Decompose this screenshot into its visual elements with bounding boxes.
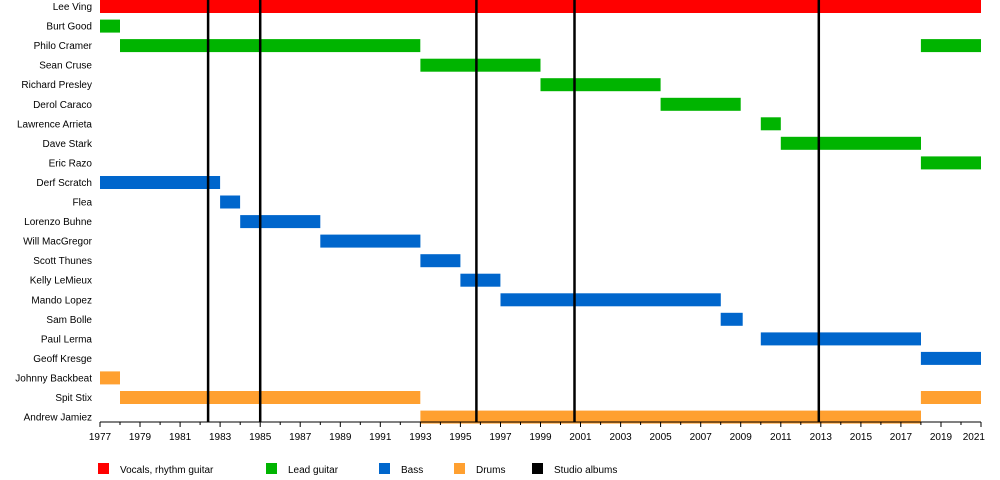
label-lorenzo-buhne: Lorenzo Buhne (24, 217, 92, 228)
bar-philo-cramer-0 (120, 39, 421, 53)
x-axis: 1977 1979 1981 1983 1985 1987 1989 1991 1993 1995… (89, 421, 986, 443)
bar-scott-thunes-0 (420, 254, 461, 268)
legend: Vocals, rhythm guitar Lead guitar Bass Drum… (98, 463, 617, 476)
bars-layer (100, 0, 981, 424)
x-tick-label-2017: 2017 (890, 432, 913, 443)
bar-lawrence-arrieta-0 (760, 117, 781, 131)
x-tick-label-2015: 2015 (850, 432, 873, 443)
legend-label-lead: Lead guitar (288, 465, 339, 476)
legend-label-drums: Drums (476, 465, 505, 476)
label-will-macgregor: Will MacGregor (23, 237, 93, 248)
label-geoff-kresge: Geoff Kresge (33, 354, 92, 365)
label-lee-ving: Lee Ving (53, 2, 92, 13)
x-tick-label-2003: 2003 (609, 432, 632, 443)
legend-swatch-drums (454, 463, 465, 474)
label-lawrence-arrieta: Lawrence Arrieta (17, 119, 92, 130)
label-derf-scratch: Derf Scratch (36, 178, 92, 189)
bar-burt-good-0 (100, 19, 120, 33)
label-flea: Flea (73, 198, 93, 209)
x-tick-label-2001: 2001 (569, 432, 592, 443)
bar-will-macgregor-0 (320, 234, 421, 248)
bar-richard-presley-0 (540, 78, 661, 92)
x-tick-label-1993: 1993 (409, 432, 432, 443)
bar-lee-ving-0 (100, 0, 981, 13)
x-tick-label-2009: 2009 (730, 432, 753, 443)
label-richard-presley: Richard Presley (21, 80, 92, 91)
label-sean-cruse: Sean Cruse (39, 61, 92, 72)
x-tick-label-1999: 1999 (529, 432, 552, 443)
x-tick-label-2007: 2007 (690, 432, 713, 443)
legend-swatch-albums (532, 463, 543, 474)
label-eric-razo: Eric Razo (49, 158, 93, 169)
label-spit-stix: Spit Stix (55, 393, 92, 404)
bar-kelly-lemieux-0 (460, 273, 501, 287)
bar-paul-lerma-0 (760, 332, 921, 346)
x-tick-label-2005: 2005 (649, 432, 672, 443)
bar-philo-cramer-1 (920, 39, 981, 53)
legend-label-bass: Bass (401, 465, 423, 476)
x-tick-label-1977: 1977 (89, 432, 112, 443)
x-tick-label-1985: 1985 (249, 432, 272, 443)
x-tick-label-2011: 2011 (770, 432, 792, 443)
x-tick-label-2013: 2013 (810, 432, 833, 443)
x-tick-label-1983: 1983 (209, 432, 232, 443)
bar-johnny-backbeat-0 (100, 371, 120, 385)
bar-lorenzo-buhne-0 (240, 215, 321, 229)
label-kelly-lemieux: Kelly LeMieux (30, 276, 92, 287)
x-tick-label-1991: 1991 (369, 432, 392, 443)
bar-spit-stix-0 (120, 391, 421, 404)
x-tick-label-1981: 1981 (169, 432, 192, 443)
studio-album-lines (206, 0, 821, 422)
label-johnny-backbeat: Johnny Backbeat (15, 373, 92, 384)
label-mando-lopez: Mando Lopez (31, 295, 92, 306)
legend-swatch-vocals (98, 463, 109, 474)
bar-sam-bolle-0 (720, 312, 743, 326)
legend-swatch-lead (266, 463, 277, 474)
label-derol-caraco: Derol Caraco (33, 100, 92, 111)
bar-spit-stix-1 (920, 391, 981, 404)
bar-derol-caraco-0 (660, 97, 741, 111)
label-burt-good: Burt Good (46, 22, 92, 33)
label-paul-lerma: Paul Lerma (41, 334, 93, 345)
bar-geoff-kresge-0 (920, 351, 981, 365)
legend-label-vocals: Vocals, rhythm guitar (120, 465, 214, 476)
x-tick-label-1989: 1989 (329, 432, 352, 443)
legend-label-albums: Studio albums (554, 465, 617, 476)
bar-dave-stark-0 (780, 136, 921, 150)
bar-derf-scratch-0 (100, 176, 221, 189)
x-tick-label-1995: 1995 (449, 432, 472, 443)
bar-sean-cruse-0 (420, 58, 541, 72)
label-dave-stark: Dave Stark (43, 139, 93, 150)
bar-eric-razo-0 (920, 156, 981, 170)
x-tick-label-1997: 1997 (489, 432, 512, 443)
bar-andrew-jamiez-0 (420, 410, 921, 424)
label-andrew-jamiez: Andrew Jamiez (24, 413, 92, 424)
x-tick-label-1979: 1979 (129, 432, 152, 443)
legend-swatch-bass (379, 463, 390, 474)
x-tick-label-2019: 2019 (930, 432, 953, 443)
label-sam-bolle: Sam Bolle (46, 315, 92, 326)
bar-flea-0 (220, 195, 241, 209)
label-philo-cramer: Philo Cramer (34, 41, 93, 52)
member-labels: Lee Ving Burt Good Philo Cramer Sean Cruse R… (15, 2, 93, 424)
bar-mando-lopez-0 (500, 293, 721, 307)
label-scott-thunes: Scott Thunes (33, 256, 92, 267)
x-tick-label-1987: 1987 (289, 432, 312, 443)
x-tick-label-2021: 2021 (963, 432, 986, 443)
